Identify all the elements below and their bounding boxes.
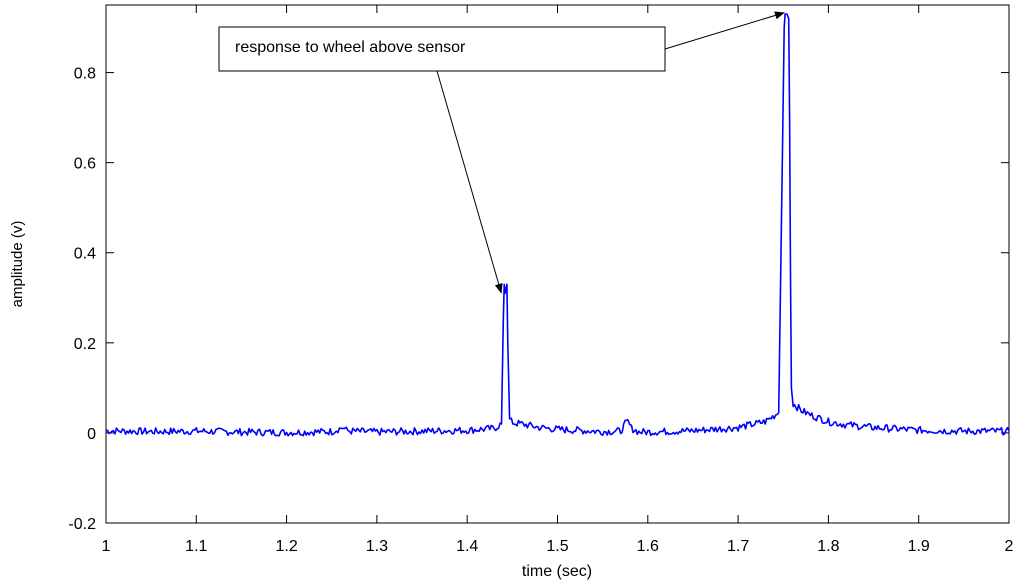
annotation-arrow [664, 11, 785, 50]
y-tick-label: 0.6 [74, 156, 96, 173]
y-tick-label: 0 [87, 426, 96, 443]
x-tick-label: 1.1 [185, 538, 207, 555]
y-tick-label: 0.4 [74, 246, 96, 263]
x-axis-ticks: 1 1.1 1.2 1.3 1.4 1.5 1.6 1.7 1.8 1.9 2 [102, 5, 1014, 555]
y-tick-label: 0.8 [74, 66, 96, 83]
x-tick-label: 1.6 [637, 538, 659, 555]
y-axis-label: amplitude (v) [9, 221, 26, 308]
series-layer [105, 13, 1010, 437]
x-tick-label: 1.5 [546, 538, 568, 555]
x-tick-label: 1.8 [817, 538, 839, 555]
x-axis-label: time (sec) [522, 563, 592, 580]
x-tick-label: 1 [102, 538, 111, 555]
annotation-text: response to wheel above sensor [235, 39, 466, 56]
annotation-box [218, 26, 666, 72]
x-tick-label: 2 [1005, 538, 1014, 555]
annotation: response to wheel above sensor [218, 11, 785, 294]
x-tick-label: 1.7 [727, 538, 749, 555]
x-tick-label: 1.3 [366, 538, 388, 555]
y-tick-label: 0.2 [74, 336, 96, 353]
annotation-arrow [436, 70, 503, 294]
x-tick-label: 1.2 [275, 538, 297, 555]
plot-area [105, 4, 1010, 524]
y-tick-label: -0.2 [68, 516, 96, 533]
y-axis-ticks: -0.2 0 0.2 0.4 0.6 0.8 [68, 66, 1009, 533]
x-tick-label: 1.9 [908, 538, 930, 555]
series-line [105, 13, 1010, 437]
x-tick-label: 1.4 [456, 538, 478, 555]
